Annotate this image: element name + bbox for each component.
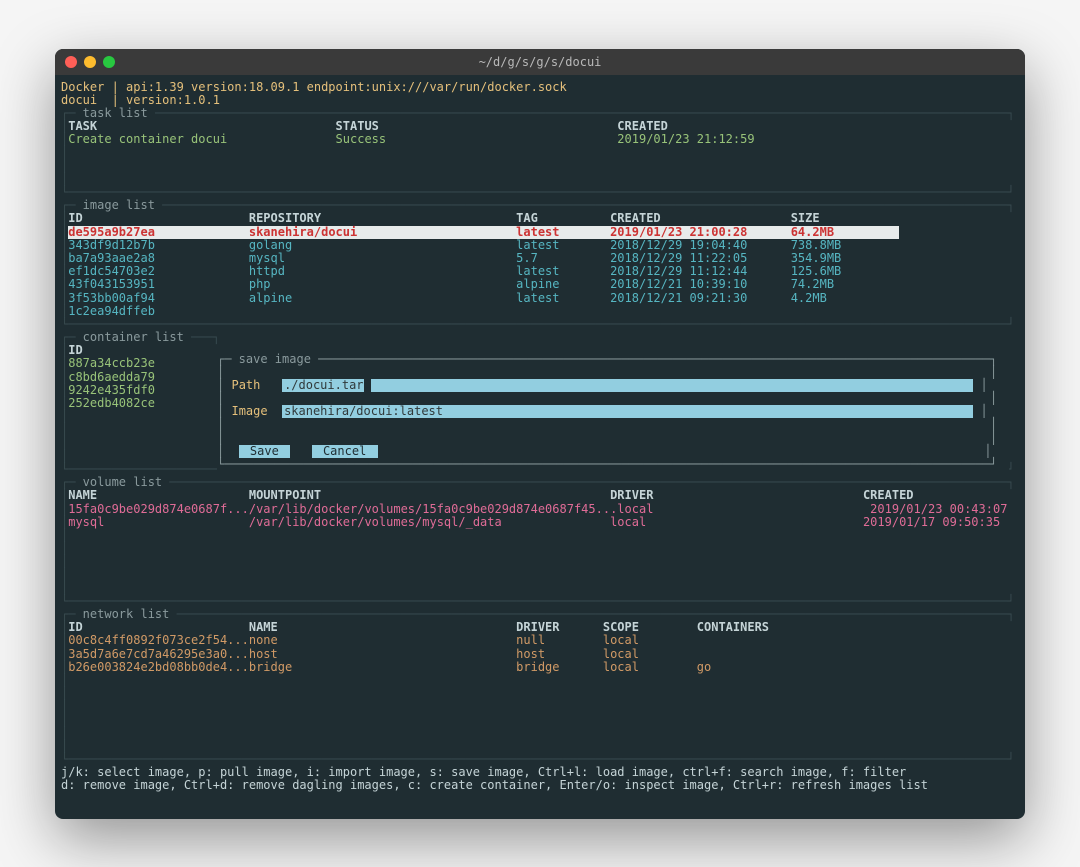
header-line-2: docui | version:1.0.1 <box>61 93 220 107</box>
network-row[interactable]: 00c8c4ff0892f073ce2f54...none null local <box>68 633 805 647</box>
volume-row[interactable]: 15fa0c9be029d874e0687f.../var/lib/docker… <box>68 502 1025 516</box>
container-row[interactable]: 252edb4082ce <box>68 396 155 410</box>
task-row[interactable]: Create container docui Success 2019/01/2… <box>68 132 762 146</box>
image-row[interactable]: 1c2ea94dffeb <box>68 304 899 318</box>
image-row[interactable]: ba7a93aae2a8 mysql 5.7 2018/12/29 11:22:… <box>68 251 899 265</box>
help-line-1: j/k: select image, p: pull image, i: imp… <box>61 765 906 779</box>
container-row[interactable]: 887a34ccb23e <box>68 356 155 370</box>
window-title: ~/d/g/s/g/s/docui <box>55 55 1025 69</box>
save-image-dialog: ┌─ save image ──────────────────────────… <box>217 353 1009 472</box>
container-row[interactable]: c8bd6aedda79 <box>68 370 155 384</box>
titlebar: ~/d/g/s/g/s/docui <box>55 49 1025 75</box>
image-row[interactable]: 43f043153951 php alpine 2018/12/21 10:39… <box>68 277 899 291</box>
header-line-1: Docker | api:1.39 version:18.09.1 endpoi… <box>61 80 567 94</box>
path-label: Path <box>231 378 274 392</box>
image-row[interactable]: 343df9d12b7b golang latest 2018/12/29 19… <box>68 238 899 252</box>
network-row[interactable]: b26e003824e2bd08bb0de4...bridge bridge l… <box>68 660 805 674</box>
volume-row[interactable]: mysql /var/lib/docker/volumes/mysql/_dat… <box>68 515 1025 529</box>
image-row[interactable]: 3f53bb00af94 alpine latest 2018/12/21 09… <box>68 291 899 305</box>
terminal-window: ~/d/g/s/g/s/docui Docker | api:1.39 vers… <box>55 49 1025 819</box>
help-line-2: d: remove image, Ctrl+d: remove dagling … <box>61 778 928 792</box>
network-row[interactable]: 3a5d7a6e7cd7a46295e3a0...host host local <box>68 647 805 661</box>
terminal-content: Docker | api:1.39 version:18.09.1 endpoi… <box>55 75 1025 819</box>
container-row[interactable]: 9242e435fdf0 <box>68 383 155 397</box>
